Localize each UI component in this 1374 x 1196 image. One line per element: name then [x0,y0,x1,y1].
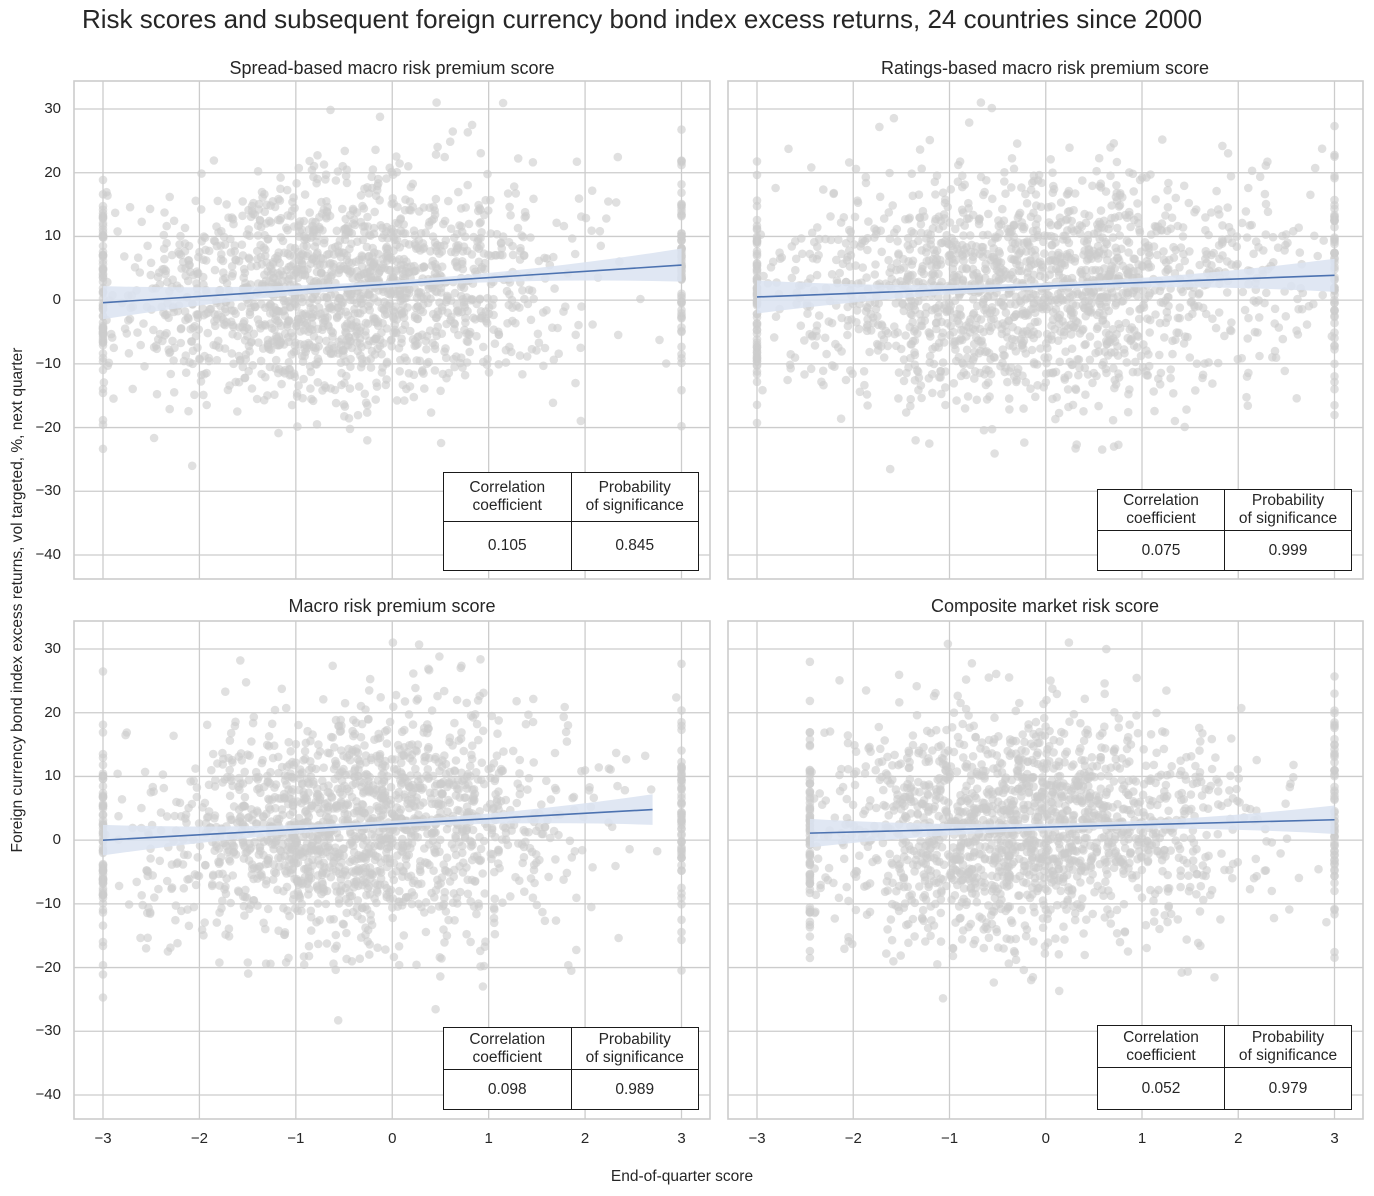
y-tick-label: 20 [44,703,61,721]
y-tick-label: 20 [44,163,61,181]
x-tick-label: 2 [580,1130,590,1147]
header-correlation: Correlation coefficient [1097,1025,1225,1068]
y-tick-label: −20 [35,958,61,976]
header-probability: Probability of significance [570,472,699,522]
stats-table-ratings-based: Correlation coefficient Probability of sig… [1097,489,1352,571]
y-tick-label: −10 [35,354,61,372]
header-correlation: Correlation coefficient [443,1027,572,1070]
x-tick-label: −3 [748,1130,766,1147]
x-tick-label: 2 [1234,1130,1243,1147]
y-tick-label: −30 [35,482,61,500]
y-tick-label: −40 [35,1086,61,1103]
x-tick-label: −2 [190,1130,208,1147]
x-tick-label: −3 [94,1130,112,1147]
y-tick-label: 0 [52,831,61,849]
x-tick-label: −1 [287,1130,305,1147]
y-tick-label: −10 [35,894,61,912]
correlation-value: 0.052 [1097,1067,1225,1110]
header-correlation: Correlation coefficient [443,472,572,522]
correlation-value: 0.075 [1097,530,1225,571]
stats-table-composite-market: Correlation coefficient Probability of sig… [1097,1025,1352,1110]
probability-value: 0.845 [570,521,699,571]
y-tick-label: 10 [44,767,61,785]
x-tick-label: 3 [1330,1130,1339,1147]
x-tick-label: −1 [940,1130,959,1147]
scatter-panel-ratings-based [727,80,1364,580]
correlation-value: 0.098 [443,1069,572,1110]
probability-value: 0.999 [1224,530,1352,571]
x-tick-label: 1 [1137,1130,1147,1147]
y-tick-label: 30 [44,640,61,657]
stats-table-spread-based: Correlation coefficient Probability of sig… [443,472,699,571]
scatter-panel-macro-risk [73,620,711,1120]
x-tick-label: 0 [1041,1130,1050,1147]
panel-title-spread-based: Spread-based macro risk premium score [229,58,555,78]
header-probability: Probability of significance [1224,1025,1352,1068]
panel-title-macro-risk: Macro risk premium score [288,596,496,616]
figure-title: Risk scores and subsequent foreign curre… [82,4,1203,34]
probability-value: 0.979 [1224,1067,1352,1110]
x-axis-label: End-of-quarter score [610,1168,754,1185]
panel-title-composite-market: Composite market risk score [930,596,1160,616]
y-tick-label: 0 [52,291,61,309]
scatter-panel-spread-based [73,80,711,580]
header-probability: Probability of significance [570,1027,699,1070]
y-tick-label: −20 [35,418,61,436]
y-tick-label: −30 [35,1022,61,1040]
panel-title-ratings-based: Ratings-based macro risk premium score [880,58,1210,78]
probability-value: 0.989 [570,1069,699,1110]
header-probability: Probability of significance [1224,489,1352,531]
y-tick-label: 30 [44,100,61,117]
x-tick-label: 3 [677,1130,686,1147]
x-tick-label: −2 [844,1130,862,1147]
x-tick-label: 0 [388,1130,397,1147]
header-correlation: Correlation coefficient [1097,489,1225,531]
stats-table-macro-risk: Correlation coefficient Probability of sig… [443,1027,699,1110]
correlation-value: 0.105 [443,521,572,571]
y-tick-label: −40 [35,546,61,563]
x-tick-label: 1 [484,1130,493,1147]
y-tick-label: 10 [44,227,61,245]
